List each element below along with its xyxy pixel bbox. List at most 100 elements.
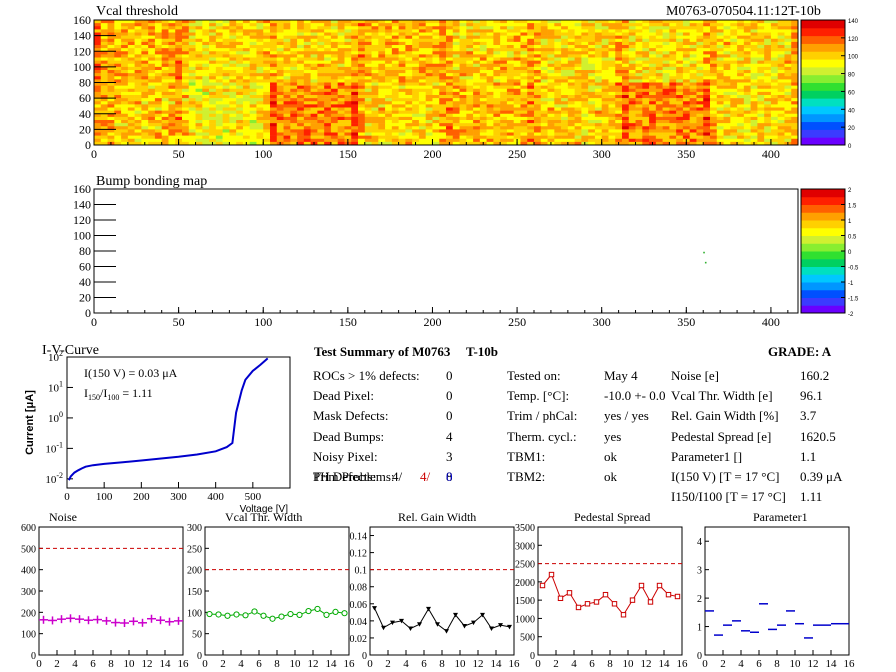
heatmap-cell: [405, 141, 413, 146]
heatmap-cell: [520, 129, 528, 133]
heatmap-cell: [534, 38, 542, 43]
heatmap-cell: [703, 135, 711, 140]
heatmap-cell: [669, 95, 677, 99]
heatmap-cell: [622, 138, 630, 143]
heatmap-cell: [121, 141, 129, 146]
heatmap-cell: [520, 85, 528, 90]
heatmap-cell: [195, 73, 203, 77]
heatmap-cell: [405, 101, 413, 105]
heatmap-cell: [554, 48, 562, 52]
heatmap-cell: [337, 63, 345, 68]
heatmap-cell: [229, 98, 237, 102]
heatmap-cell: [222, 135, 230, 140]
heatmap-cell: [561, 138, 569, 143]
heatmap-cell: [486, 98, 494, 102]
heatmap-cell: [236, 26, 244, 30]
heatmap-cell: [94, 98, 102, 102]
heatmap-cell: [635, 95, 643, 99]
heatmap-cell: [418, 20, 426, 24]
heatmap-cell: [696, 26, 704, 30]
heatmap-cell: [540, 63, 548, 68]
heatmap-cell: [493, 141, 501, 146]
heatmap-cell: [703, 79, 711, 83]
heatmap-cell: [398, 104, 406, 108]
heatmap-cell: [466, 66, 474, 71]
heatmap-cell: [669, 110, 677, 115]
heatmap-cell: [134, 110, 142, 115]
heatmap-cell: [182, 138, 190, 143]
heatmap-cell: [682, 57, 690, 61]
heatmap-cell: [290, 116, 298, 121]
heatmap-cell: [324, 79, 332, 83]
heatmap-cell: [188, 54, 196, 58]
module-id-label: M0763-070504.11:12T-10b: [666, 4, 821, 19]
series-line: [542, 573, 678, 616]
heatmap-cell: [710, 76, 718, 80]
heatmap-cell: [459, 79, 467, 83]
heatmap-cell: [154, 113, 162, 118]
heatmap-cell: [100, 95, 108, 99]
heatmap-cell: [324, 95, 332, 99]
heatmap-cell: [466, 101, 474, 105]
heatmap-cell: [385, 57, 393, 61]
heatmap-cell: [777, 113, 785, 118]
heatmap-cell: [141, 104, 149, 108]
heatmap-cell: [459, 88, 467, 93]
heatmap-cell: [710, 141, 718, 146]
heatmap-cell: [202, 45, 210, 49]
x-tick-label: 4: [403, 658, 409, 670]
heatmap-cell: [121, 101, 129, 105]
heatmap-cell: [466, 54, 474, 58]
heatmap-cell: [418, 48, 426, 52]
heatmap-cell: [534, 98, 542, 102]
heatmap-cell: [175, 135, 183, 140]
heatmap-cell: [764, 107, 772, 111]
heatmap-cell: [567, 120, 575, 124]
heatmap-cell: [561, 104, 569, 108]
heatmap-cell: [364, 29, 372, 33]
heatmap-cell: [418, 132, 426, 136]
heatmap-cell: [432, 113, 440, 118]
heatmap-cell: [283, 66, 291, 71]
heatmap-cell: [249, 98, 257, 102]
heatmap-cell: [452, 54, 460, 58]
heatmap-cell: [500, 135, 508, 140]
heatmap-cell: [344, 85, 352, 90]
heatmap-cell: [601, 95, 609, 99]
heatmap-cell: [202, 116, 210, 121]
heatmap-cell: [256, 29, 264, 33]
heatmap-cell: [236, 23, 244, 27]
heatmap-cell: [283, 107, 291, 111]
heatmap-cell: [168, 60, 176, 65]
heatmap-cell: [723, 66, 731, 71]
heatmap-cell: [175, 73, 183, 77]
heatmap-cell: [202, 54, 210, 58]
heatmap-cell: [107, 70, 115, 74]
heatmap-cell: [425, 85, 433, 90]
heatmap-cell: [527, 129, 535, 133]
heatmap-cell: [486, 123, 494, 127]
heatmap-cell: [195, 60, 203, 65]
data-point: [620, 612, 627, 618]
heatmap-cell: [710, 32, 718, 36]
heatmap-cell: [554, 141, 562, 146]
heatmap-cell: [561, 41, 569, 46]
y-tick-label: 400: [21, 566, 36, 577]
result-row-label: Vcal Thr. Width [e]: [671, 388, 773, 404]
heatmap-cell: [432, 20, 440, 24]
heatmap-cell: [330, 116, 338, 121]
heatmap-cell: [784, 88, 792, 93]
heatmap-cell: [689, 76, 697, 80]
heatmap-cell: [567, 54, 575, 58]
heatmap-cell: [209, 26, 217, 30]
heatmap-cell: [567, 29, 575, 33]
heatmap-cell: [310, 116, 318, 121]
heatmap-cell: [723, 101, 731, 105]
heatmap-cell: [459, 138, 467, 143]
heatmap-cell: [642, 141, 650, 146]
heatmap-cell: [770, 95, 778, 99]
heatmap-cell: [94, 116, 102, 121]
heatmap-cell: [154, 20, 162, 24]
heatmap-cell: [418, 79, 426, 83]
heatmap-cell: [242, 110, 250, 115]
